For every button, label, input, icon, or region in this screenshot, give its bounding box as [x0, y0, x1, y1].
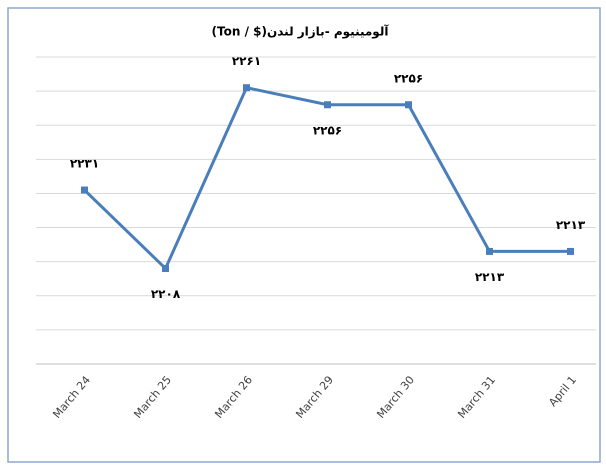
marker [243, 84, 250, 92]
data-label: ۲۲۱۳ [556, 218, 586, 232]
chart-frame [7, 7, 601, 463]
marker [567, 247, 574, 255]
marker [486, 247, 493, 255]
data-label: ۲۲۵۶ [313, 123, 342, 137]
data-label: ۲۲۰۸ [151, 287, 181, 301]
marker [162, 264, 169, 272]
data-label: ۲۲۳۱ [70, 157, 99, 171]
marker [405, 101, 412, 109]
marker [324, 101, 331, 109]
data-label: ۲۲۵۶ [394, 71, 423, 85]
data-label: ۲۲۱۳ [475, 270, 505, 284]
chart-title: آلومینیوم -بازار لندن($ / Ton) [212, 24, 390, 40]
marker [81, 186, 88, 194]
data-label: ۲۲۶۱ [232, 54, 261, 68]
